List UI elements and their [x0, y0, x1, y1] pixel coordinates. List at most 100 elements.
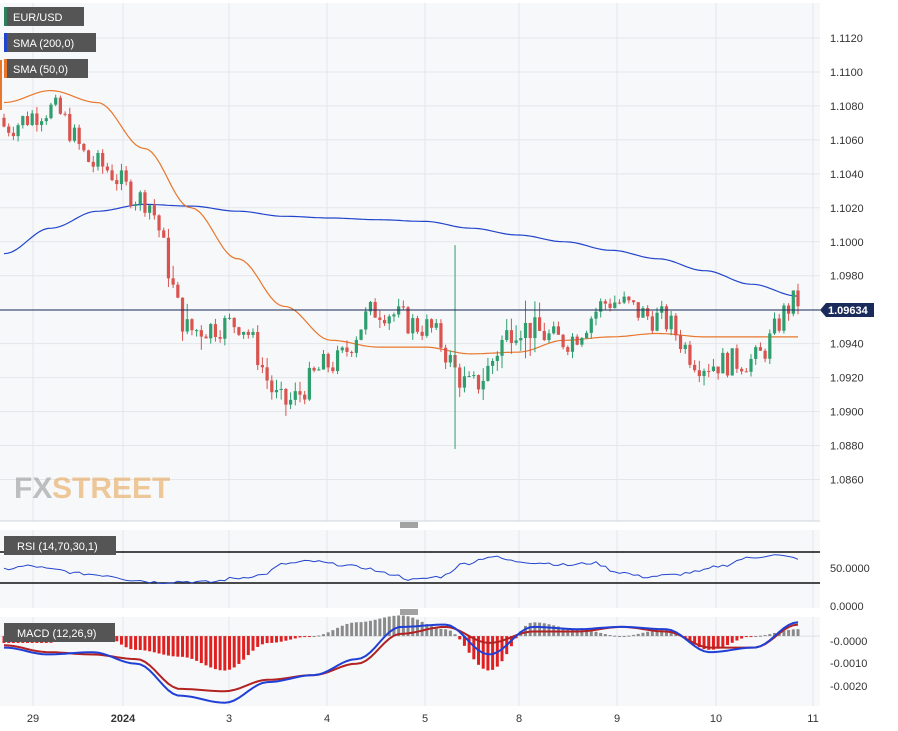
candle-body: [547, 333, 551, 341]
candle-body: [674, 315, 678, 336]
candle-body: [265, 367, 269, 381]
macd-hist-bar: [251, 636, 255, 651]
watermark-fx: FX: [14, 472, 52, 505]
candle-body: [740, 368, 744, 372]
candle-body: [429, 319, 434, 328]
macd-hist-bar: [768, 634, 772, 637]
macd-hist-bar: [726, 636, 730, 646]
time-tick-label: 29: [27, 713, 39, 725]
candle-body: [86, 150, 91, 162]
candle-body: [467, 375, 471, 377]
legend-sma50-label: SMA (50,0): [13, 64, 68, 76]
macd-hist-bar: [237, 636, 241, 664]
macd-hist-bar: [613, 635, 617, 637]
macd-hist-bar: [646, 631, 650, 637]
macd-hist-bar: [664, 629, 668, 637]
macd-hist-bar: [350, 622, 354, 637]
macd-hist-bar: [162, 636, 166, 655]
candle-body: [209, 324, 213, 339]
macd-hist-bar: [274, 636, 278, 643]
macd-hist-bar: [575, 629, 579, 637]
time-tick-label: 8: [516, 713, 522, 725]
candle-body: [650, 316, 654, 331]
sma50-path: [3, 89, 798, 355]
candle-body: [552, 326, 556, 334]
macd-hist-bar: [340, 625, 344, 637]
macd-hist-bar: [148, 636, 152, 652]
legend-sma200[interactable]: SMA (200,0): [4, 33, 96, 52]
macd-hist-bar: [763, 635, 767, 637]
macd-hist-bar: [617, 636, 621, 638]
candle-body: [688, 344, 692, 365]
macd-hist-bar: [707, 636, 711, 650]
macd-tick-1: -0.0010: [830, 658, 867, 670]
macd-hist-bar: [228, 636, 232, 670]
candle-body: [646, 308, 650, 317]
candle-body: [777, 318, 781, 331]
macd-hist-bar: [660, 629, 664, 637]
candle-body: [444, 347, 448, 363]
time-tick-label: 5: [422, 713, 428, 725]
candle-body: [270, 380, 274, 393]
legend-sma50[interactable]: SMA (50,0): [4, 59, 88, 78]
candle-body: [472, 375, 476, 377]
price-tick-label: 1.1060: [830, 135, 864, 147]
candle-body: [180, 297, 185, 332]
macd-hist-bar: [218, 636, 222, 671]
candle-body: [7, 126, 11, 133]
legend-rsi-label: RSI (14,70,30,1): [17, 541, 98, 553]
macd-hist-bar: [321, 634, 325, 637]
candle-body: [617, 302, 622, 304]
candle-body: [664, 306, 669, 330]
candle-body: [162, 230, 166, 238]
legend-eurusd-label: EUR/USD: [13, 12, 63, 24]
macd-hist-bar: [627, 635, 631, 637]
macd-hist-bar: [138, 636, 142, 650]
sma50-line: [3, 89, 798, 355]
macd-hist-bar: [124, 636, 128, 648]
pane-resize-handle-1[interactable]: [398, 522, 420, 528]
candle-body: [533, 317, 537, 338]
macd-hist-bar: [392, 615, 396, 637]
candle-body: [514, 340, 518, 343]
candle-body: [411, 318, 415, 334]
macd-hist-bar: [491, 636, 495, 670]
price-tick-label: 1.0900: [830, 407, 864, 419]
candle-body: [72, 127, 77, 141]
pane-resize-handle-2[interactable]: [398, 609, 420, 615]
legend-macd[interactable]: MACD (12,26,9): [4, 623, 115, 642]
candle-body: [119, 170, 124, 185]
macd-hist-bar: [387, 616, 391, 637]
candle-body: [378, 317, 382, 320]
legend-rsi[interactable]: RSI (14,70,30,1): [4, 536, 116, 555]
macd-hist-bar: [796, 629, 800, 637]
macd-hist-bar: [702, 636, 706, 650]
candle-body: [44, 118, 48, 122]
legend-sma200-label: SMA (200,0): [13, 38, 74, 50]
candle-body: [39, 121, 44, 125]
candle-body: [35, 113, 39, 125]
time-tick-label: 4: [324, 713, 330, 725]
price-tick-label: 1.0860: [830, 475, 864, 487]
macd-hist-bar: [181, 636, 185, 657]
macd-signal-line: [3, 623, 799, 693]
rsi-tick-50: 50.0000: [830, 563, 870, 575]
macd-hist-bar: [791, 629, 795, 637]
candle-body: [382, 319, 387, 324]
price-tick-label: 1.1080: [830, 101, 864, 113]
legend-eurusd[interactable]: EUR/USD: [4, 7, 84, 26]
candle-body: [622, 296, 626, 303]
candle-body: [486, 365, 490, 381]
macd-hist-bar: [166, 636, 170, 656]
candle-body: [350, 351, 354, 353]
macd-hist-bar: [655, 629, 659, 637]
macd-hist-bar: [758, 635, 762, 637]
rsi-tick-0: 0.0000: [830, 601, 864, 613]
time-tick-label: 9: [614, 713, 620, 725]
macd-signal-path: [3, 623, 799, 693]
candle-body: [584, 332, 589, 339]
macd-hist-bar: [594, 631, 598, 637]
macd-hist-bar: [650, 630, 654, 637]
candle-body: [608, 303, 612, 308]
candle-body: [185, 319, 189, 332]
